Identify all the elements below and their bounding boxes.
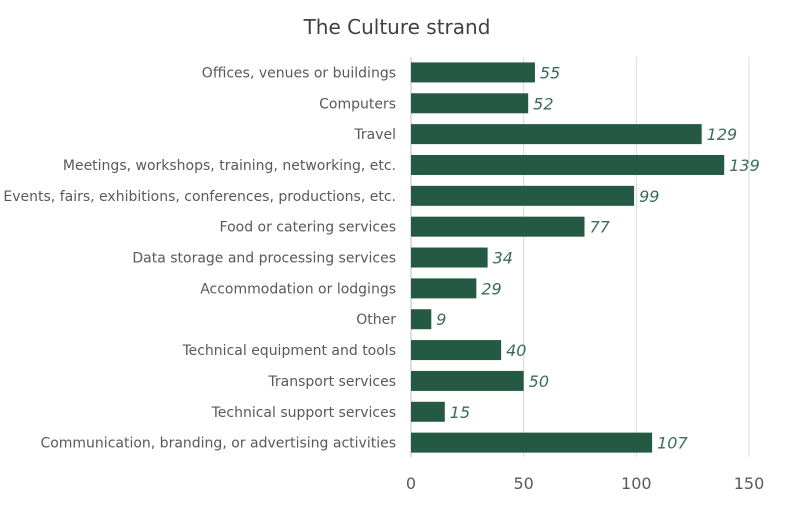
x-tick-label: 100	[621, 474, 652, 493]
bar	[411, 401, 445, 422]
bars	[411, 62, 725, 453]
category-label: Technical support services	[211, 405, 396, 421]
x-tick-label: 50	[513, 474, 533, 493]
bar	[411, 154, 725, 175]
data-label: 77	[590, 218, 611, 237]
bar	[411, 278, 477, 299]
data-label: 29	[481, 279, 501, 298]
data-label: 55	[540, 63, 560, 82]
category-label: Meetings, workshops, training, networkin…	[63, 158, 396, 174]
bar	[411, 340, 502, 361]
bar	[411, 62, 535, 83]
data-label: 107	[657, 434, 688, 453]
category-label: Computers	[319, 96, 396, 112]
category-label: Food or catering services	[220, 220, 396, 236]
data-label: 129	[707, 125, 738, 144]
x-tick-label: 0	[406, 474, 416, 493]
data-label: 34	[493, 249, 513, 268]
bar	[411, 247, 488, 268]
x-tick-label: 150	[734, 474, 765, 493]
category-labels: Offices, venues or buildings Computers Tra…	[3, 65, 396, 451]
category-label: Technical equipment and tools	[181, 343, 396, 359]
data-label: 99	[639, 187, 659, 206]
category-label: Transport services	[267, 374, 396, 390]
bar	[411, 93, 529, 114]
chart-title: The Culture strand	[303, 15, 491, 39]
category-label: Data storage and processing services	[132, 251, 396, 267]
data-label: 15	[450, 403, 470, 422]
bar	[411, 216, 585, 237]
data-label: 9	[436, 310, 446, 329]
category-label: Offices, venues or buildings	[202, 65, 396, 81]
data-label: 139	[729, 156, 760, 175]
category-label: Accommodation or lodgings	[200, 281, 396, 297]
data-label: 40	[506, 341, 526, 360]
data-label: 50	[529, 372, 549, 391]
bar	[411, 309, 432, 330]
category-label: Other	[356, 312, 396, 328]
bar	[411, 185, 635, 206]
bar	[411, 432, 653, 453]
category-label: Travel	[353, 127, 396, 143]
category-label: Events, fairs, exhibitions, conferences,…	[3, 189, 396, 205]
x-tick-labels: 0 50 100 150	[406, 474, 764, 493]
category-label: Communication, branding, or advertising …	[40, 436, 396, 452]
bar	[411, 370, 524, 391]
bar	[411, 124, 702, 145]
data-label: 52	[533, 94, 553, 113]
